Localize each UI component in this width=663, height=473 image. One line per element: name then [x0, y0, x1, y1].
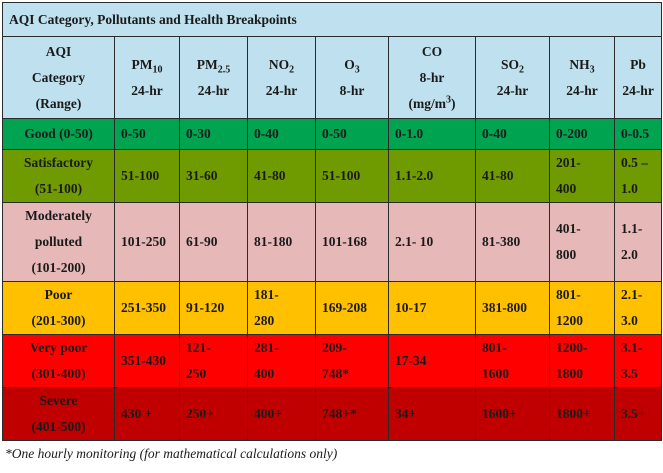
- value-cell: 381-800: [475, 281, 550, 335]
- footnote: *One hourly monitoring (for mathematical…: [5, 446, 338, 461]
- value-cell: 169-208: [315, 281, 389, 335]
- header-pm25: PM2.5 24-hr: [179, 36, 248, 119]
- header-so2: SO2 24-hr: [475, 36, 550, 119]
- value-cell: 61-90: [179, 202, 248, 282]
- value-cell: 281- 400: [247, 334, 316, 388]
- category-cell: Severe (401-500): [2, 387, 115, 441]
- value-cell: 0-50: [315, 118, 389, 150]
- value-cell: 251-350: [114, 281, 180, 335]
- value-cell: 401- 800: [549, 202, 615, 282]
- value-cell: 748+*: [315, 387, 389, 441]
- value-cell: 91-120: [179, 281, 248, 335]
- value-cell: 400+: [247, 387, 316, 441]
- table-row: Poor (201-300) 251-350 91-120 181- 280 169-208…: [2, 281, 663, 335]
- value-cell: 101-168: [315, 202, 389, 282]
- value-cell: 81-180: [247, 202, 316, 282]
- table-row: Severe (401-500) 430 +250+ 400+ 748+* 34+ 1600…: [2, 387, 663, 441]
- category-cell: Very poor (301-400): [2, 334, 115, 388]
- value-cell: 801- 1200: [549, 281, 615, 335]
- value-cell: 0-30: [179, 118, 248, 150]
- header-row: AQI Category (Range) PM10 24-hr PM2.5 24…: [2, 36, 663, 119]
- value-cell: 0-40: [247, 118, 316, 150]
- value-cell: 1200- 1800: [549, 334, 615, 388]
- value-cell: 31-60: [179, 149, 248, 203]
- value-cell: 0-40: [475, 118, 550, 150]
- value-cell: 1.1-2.0: [388, 149, 476, 203]
- value-cell: 0-0.5: [613, 118, 663, 150]
- category-cell: Good (0-50): [2, 118, 115, 150]
- table-row: Very poor (301-400) 351-430 121- 250 281- 400 2…: [2, 334, 663, 388]
- value-cell: 51-100: [315, 149, 389, 203]
- header-pm10: PM10 24-hr: [114, 36, 180, 119]
- table-row: Moderately polluted (101-200) 101-250 61-90 8…: [2, 202, 663, 282]
- value-cell: 41-80: [247, 149, 316, 203]
- value-cell: 17-34: [388, 334, 476, 388]
- value-cell: 351-430: [114, 334, 180, 388]
- table-title: AQI Category, Pollutants and Health Brea…: [1, 2, 663, 37]
- table-body: Good (0-50) 0-50 0-30 0-40 0-50 0-1.0 0-40 0-20…: [2, 118, 663, 441]
- value-cell: 1.1-2.0: [613, 202, 663, 282]
- value-cell: 201- 400: [549, 149, 615, 203]
- value-cell: 10-17: [388, 281, 476, 335]
- value-cell: 3.1-3.5: [613, 334, 663, 388]
- header-no2: NO2 24-hr: [247, 36, 316, 119]
- value-cell: 41-80: [475, 149, 550, 203]
- value-cell: 1600+: [475, 387, 550, 441]
- category-cell: Moderately polluted (101-200): [2, 202, 115, 282]
- aqi-table: AQI Category, Pollutants and Health Brea…: [1, 2, 663, 441]
- value-cell: 2.1- 10: [388, 202, 476, 282]
- value-cell: 0.5 –1.0: [613, 149, 663, 203]
- header-co: CO 8-hr (mg/m3): [388, 36, 476, 119]
- header-category: AQI Category (Range): [2, 36, 115, 119]
- header-nh3: NH3 24-hr: [549, 36, 615, 119]
- value-cell: 0-200: [549, 118, 615, 150]
- value-cell: 430 +: [114, 387, 180, 441]
- table-row: Satisfactory (51-100) 51-100 31-60 41-80 51-1…: [2, 149, 663, 203]
- value-cell: 121- 250: [179, 334, 248, 388]
- value-cell: 81-380: [475, 202, 550, 282]
- header-o3: O3 8-hr: [315, 36, 389, 119]
- value-cell: 3.5+: [613, 387, 663, 441]
- category-cell: Poor (201-300): [2, 281, 115, 335]
- value-cell: 801- 1600: [475, 334, 550, 388]
- value-cell: 250+: [179, 387, 248, 441]
- header-pb: Pb 24-hr: [613, 36, 663, 119]
- value-cell: 101-250: [114, 202, 180, 282]
- value-cell: 0-50: [114, 118, 180, 150]
- value-cell: 181- 280: [247, 281, 316, 335]
- table-row: Good (0-50) 0-50 0-30 0-40 0-50 0-1.0 0-40 0-20…: [2, 118, 663, 150]
- value-cell: 34+: [388, 387, 476, 441]
- value-cell: 2.1-3.0: [613, 281, 663, 335]
- value-cell: 209- 748*: [315, 334, 389, 388]
- table-title-row: AQI Category, Pollutants and Health Brea…: [1, 2, 663, 37]
- value-cell: 51-100: [114, 149, 180, 203]
- value-cell: 0-1.0: [388, 118, 476, 150]
- category-cell: Satisfactory (51-100): [2, 149, 115, 203]
- value-cell: 1800+: [549, 387, 615, 441]
